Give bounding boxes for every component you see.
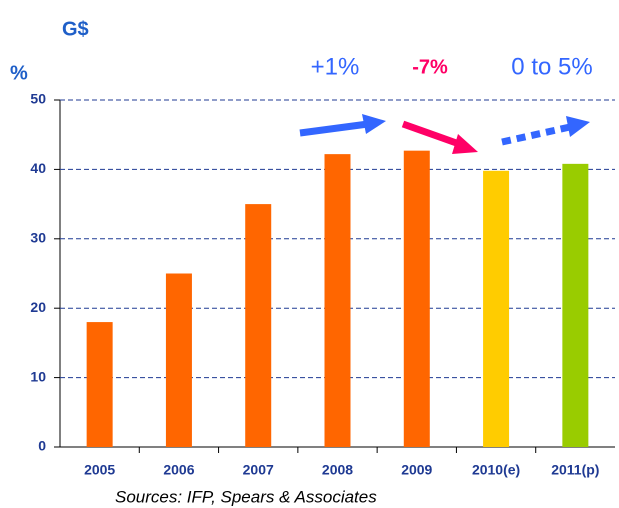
source: Sources: IFP, Spears & Associates [115,487,377,506]
x-tick-label: 2009 [401,462,432,478]
y-tick-label: 30 [30,230,46,246]
arrow [501,123,571,146]
annotation: 0 to 5% [511,53,592,80]
y-tick-label: 20 [30,299,46,315]
bar [86,322,113,447]
unit-label: % [10,62,28,84]
x-tick-label: 2006 [163,462,194,478]
annotation: +1% [311,53,360,80]
arrow-head [452,134,478,154]
x-tick-label: 2007 [243,462,274,478]
arrow-head [566,116,590,137]
x-tick-label: 2010(e) [472,462,520,478]
unit-label: G$ [62,18,89,40]
bar [562,163,589,447]
trend-arrows [299,114,590,154]
bar [324,154,351,447]
bar [245,204,272,447]
y-tick-label: 10 [30,368,46,384]
y-tick-label: 50 [30,91,46,107]
bar [483,170,510,447]
bar [165,273,192,447]
x-tick-label: 2008 [322,462,353,478]
arrow [401,120,464,149]
arrow [299,120,369,137]
annotation: -7% [412,56,448,78]
x-tick-label: 2011(p) [551,462,599,478]
x-tick-label: 2005 [84,462,115,478]
y-tick-label: 0 [38,438,46,454]
bar [403,150,430,448]
y-tick-label: 40 [30,160,46,176]
arrow-head [362,114,386,134]
